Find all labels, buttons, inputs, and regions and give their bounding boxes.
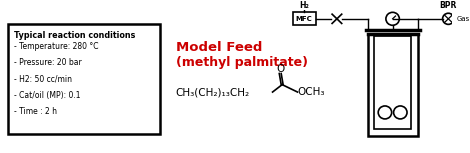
Text: - H2: 50 cc/min: - H2: 50 cc/min [14, 74, 72, 83]
Circle shape [386, 12, 400, 25]
Text: H₂: H₂ [299, 1, 309, 9]
Text: - Temperature: 280 °C: - Temperature: 280 °C [14, 42, 99, 51]
Text: BPR: BPR [439, 1, 457, 9]
Circle shape [393, 106, 407, 119]
Text: Typical reaction conditions: Typical reaction conditions [14, 31, 135, 40]
Text: - Pressure: 20 bar: - Pressure: 20 bar [14, 58, 82, 67]
Text: O: O [276, 64, 284, 74]
Bar [293, 12, 316, 25]
Circle shape [443, 13, 454, 24]
Text: Gas: Gas [457, 16, 470, 22]
Text: CH₃(CH₂)₁₃CH₂: CH₃(CH₂)₁₃CH₂ [175, 87, 250, 97]
Text: - Cat/oil (MP): 0.1: - Cat/oil (MP): 0.1 [14, 91, 81, 100]
Bar [375, 36, 411, 129]
Text: OCH₃: OCH₃ [298, 87, 325, 97]
Circle shape [378, 106, 392, 119]
Text: (methyl palmitate): (methyl palmitate) [175, 56, 307, 69]
Bar [8, 24, 160, 134]
Text: - Time : 2 h: - Time : 2 h [14, 107, 57, 116]
Text: Model Feed: Model Feed [175, 41, 262, 54]
Text: MFC: MFC [296, 16, 313, 22]
Bar [368, 34, 418, 136]
